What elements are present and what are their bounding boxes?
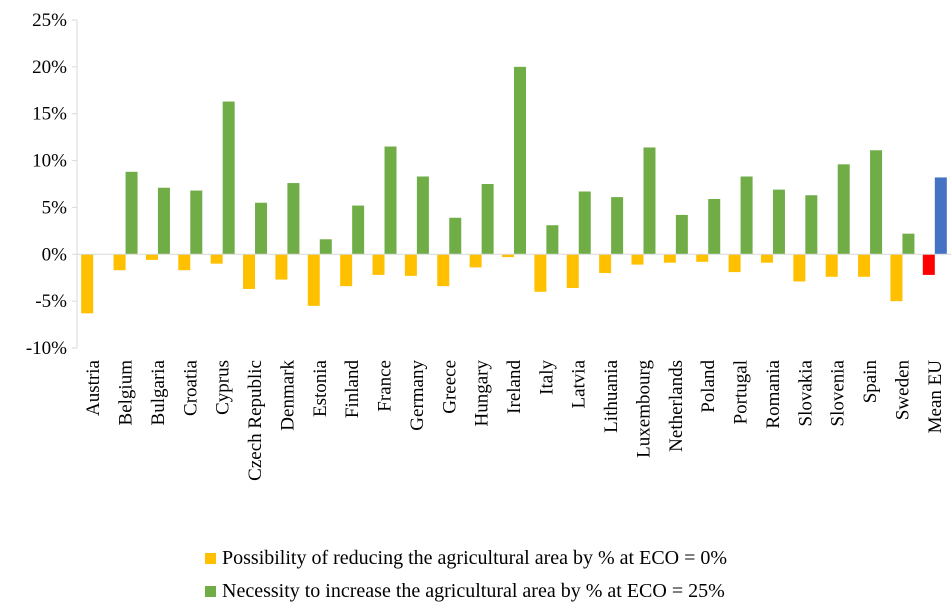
bars [77, 66, 951, 314]
bar-increase-bulgaria [157, 187, 170, 255]
bar-reduce-cyprus [210, 254, 223, 264]
bar-increase-denmark [287, 183, 300, 255]
legend-label-reduce: Possibility of reducing the agricultural… [222, 547, 728, 569]
x-category-label: Estonia [310, 359, 331, 417]
bar-reduce-denmark [275, 254, 288, 280]
bar-reduce-italy [534, 254, 547, 292]
x-category-label: Lithuania [601, 359, 622, 432]
bar-reduce-spain [858, 254, 871, 277]
bar-increase-luxembourg [643, 147, 656, 255]
bar-reduce-germany [404, 254, 417, 276]
bar-reduce-greece [437, 254, 450, 287]
bar-reduce-finland [340, 254, 353, 287]
bar-increase-poland [708, 198, 721, 255]
bar-increase-czech-republic [255, 202, 268, 255]
bar-increase-latvia [578, 191, 591, 255]
bar-reduce-mean-eu [922, 254, 935, 275]
x-category-label: Belgium [116, 360, 137, 426]
legend-swatch-increase [205, 586, 216, 597]
x-category-label: Poland [698, 360, 719, 413]
x-category-label: Germany [407, 360, 428, 431]
bar-increase-greece [449, 217, 462, 255]
bar-increase-portugal [740, 176, 753, 255]
x-category-label: Hungary [472, 360, 493, 427]
x-category-label: Mean EU [925, 360, 946, 434]
x-category-label: Romania [763, 359, 784, 428]
bar-reduce-croatia [178, 254, 191, 271]
x-category-label: Greece [439, 360, 460, 414]
bar-reduce-ireland [502, 254, 514, 258]
y-axis: -10% -5% 0% 5% 10% 15% 20% 25% [26, 10, 78, 359]
bar-chart: -10% -5% 0% 5% 10% 15% 20% 25% Austria Belgium Bu… [26, 10, 951, 481]
y-tick-label: 0% [42, 244, 68, 265]
x-category-label: Slovenia [828, 359, 849, 426]
legend-item-increase: Necessity to increase the agricultural a… [205, 575, 727, 608]
x-category-label: Ireland [504, 360, 525, 414]
bar-increase-mean-eu [934, 177, 947, 255]
bar-reduce-lithuania [599, 254, 612, 274]
bar-reduce-sweden [890, 254, 903, 302]
bar-increase-france [384, 146, 397, 255]
legend-item-reduce: Possibility of reducing the agricultural… [205, 542, 727, 575]
x-category-label: France [375, 360, 396, 412]
legend-label-increase: Necessity to increase the agricultural a… [222, 580, 725, 602]
legend-swatch-reduce [205, 553, 216, 564]
bar-increase-ireland [514, 66, 526, 255]
bar-increase-croatia [190, 190, 203, 255]
x-category-label: Luxembourg [633, 360, 654, 458]
x-category-label: Bulgaria [148, 359, 169, 425]
bar-increase-slovakia [805, 195, 818, 255]
bar-increase-estonia [319, 239, 332, 255]
bar-reduce-romania [760, 254, 773, 263]
x-category-label: Italy [536, 360, 557, 395]
x-axis-labels: Austria Belgium Bulgaria Croatia Cyprus Czech… [83, 359, 946, 480]
y-tick-label: 20% [32, 57, 67, 78]
bar-increase-hungary [481, 184, 494, 255]
bar-increase-slovenia [837, 164, 850, 255]
y-tick-label: 10% [32, 151, 67, 172]
bar-reduce-czech-republic [243, 254, 256, 289]
x-category-label: Czech Republic [245, 360, 266, 481]
y-tick-label: 15% [32, 104, 67, 125]
bar-reduce-france [372, 254, 385, 275]
x-category-label: Cyprus [213, 360, 234, 415]
bar-reduce-slovenia [825, 254, 838, 277]
bar-increase-finland [352, 205, 365, 255]
x-category-label: Portugal [731, 360, 752, 424]
x-category-label: Spain [860, 360, 881, 404]
bar-reduce-slovakia [793, 254, 806, 282]
bar-reduce-latvia [566, 254, 579, 289]
bar-increase-netherlands [675, 214, 688, 255]
bar-increase-sweden [902, 233, 915, 255]
bar-increase-cyprus [222, 101, 235, 255]
bar-reduce-belgium [113, 254, 126, 271]
bar-reduce-hungary [469, 254, 482, 268]
x-category-label: Slovakia [795, 359, 816, 426]
x-category-label: Finland [342, 360, 363, 419]
bar-increase-germany [416, 176, 429, 255]
bar-reduce-poland [696, 254, 709, 262]
bar-increase-lithuania [611, 197, 624, 255]
bar-reduce-estonia [307, 254, 320, 306]
legend: Possibility of reducing the agricultural… [205, 542, 727, 608]
bar-reduce-luxembourg [631, 254, 644, 265]
bar-increase-spain [870, 150, 883, 255]
x-category-label: Austria [83, 359, 104, 416]
x-category-label: Croatia [180, 359, 201, 415]
y-tick-label: 5% [42, 197, 68, 218]
y-tick-label: 25% [32, 10, 67, 31]
bar-increase-belgium [125, 171, 138, 255]
y-tick-label: -5% [35, 291, 67, 312]
bar-increase-romania [772, 189, 785, 255]
bar-reduce-austria [81, 254, 94, 314]
bar-reduce-bulgaria [145, 254, 158, 260]
bar-reduce-netherlands [663, 254, 676, 263]
x-category-label: Latvia [569, 359, 590, 408]
bar-increase-italy [546, 225, 559, 255]
x-category-label: Sweden [892, 360, 913, 421]
x-category-label: Netherlands [666, 360, 687, 452]
x-category-label: Denmark [277, 360, 298, 431]
bar-reduce-portugal [728, 254, 741, 273]
y-tick-label: -10% [26, 338, 67, 359]
